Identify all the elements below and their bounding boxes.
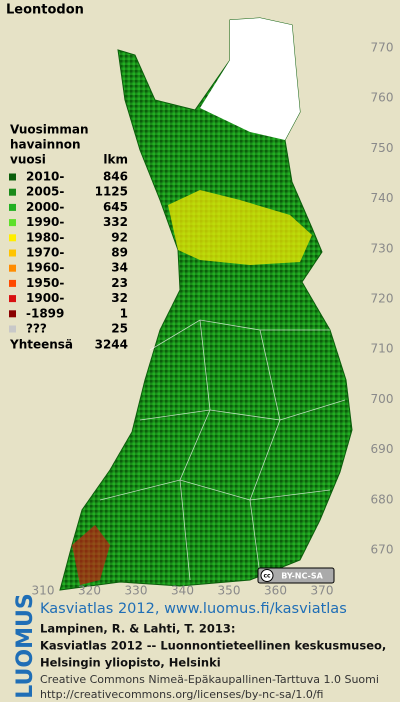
legend-count: 846 [103,170,128,184]
x-grid-label: 330 [125,584,148,598]
region-borders [99,319,346,581]
y-grid-label: 740 [371,191,394,205]
x-grid-label: 370 [311,584,334,598]
legend-count: 34 [111,261,128,275]
y-grid-label: 730 [371,241,394,255]
legend-count: 92 [111,230,128,244]
citation-line: Lampinen, R. & Lahti, T. 2013: [40,622,235,636]
legend-label: 1900- [26,291,64,305]
x-grid-label: 360 [264,584,287,598]
citation-line: Helsingin yliopisto, Helsinki [40,656,221,670]
license-url[interactable]: http://creativecommons.org/licenses/by-n… [40,688,323,701]
legend-label: ??? [26,322,47,336]
y-grid-label: 770 [371,41,394,55]
cc-text: BY-NC-SA [281,572,323,581]
legend-swatch [9,234,16,242]
y-grid-label: 750 [371,141,394,155]
legend-label: 1970- [26,246,64,260]
x-grid-label: 340 [171,584,194,598]
x-grid-label: 310 [32,584,55,598]
legend-label: 1960- [26,261,64,275]
legend-swatch [9,279,16,287]
legend-swatch [9,219,16,227]
legend-swatch [9,188,16,196]
legend-label: 1990- [26,215,64,229]
legend-heading: Vuosimman [10,123,89,137]
legend-swatch [9,295,16,303]
legend-total-label: Yhteensä [9,338,73,352]
legend-label: 1980- [26,230,64,244]
legend-heading: havainnon [10,138,81,152]
legend-count: 645 [103,200,128,214]
old-records-area [168,190,312,265]
no-data-area [200,18,300,140]
legend-total: 3244 [95,338,128,352]
y-grid-label: 690 [371,442,394,456]
legend-label: 2010- [26,170,64,184]
map-title: Leontodon [6,3,84,18]
legend-swatch [9,310,16,318]
legend-count: 32 [111,291,128,305]
y-grid-label: 680 [371,492,394,506]
legend-count: 1125 [95,185,128,199]
legend-count: 23 [111,276,128,290]
legend-label: 2000- [26,200,64,214]
legend-swatch [9,325,16,333]
legend-swatch [9,173,16,181]
legend-swatch [9,264,16,272]
grid-labels: 310 320 330 340 350 360 370 670 680 690 700 710 720 7… [32,41,394,598]
legend-label: -1899 [26,306,64,320]
footer-link[interactable]: Kasviatlas 2012, www.luomus.fi/kasviatla… [40,601,347,617]
y-grid-label: 670 [371,543,394,557]
y-grid-label: 720 [371,292,394,306]
legend-count: 332 [103,215,128,229]
x-grid-label: 320 [78,584,101,598]
finland-map [59,17,353,591]
legend-swatch [9,203,16,211]
legend-heading: vuosi [10,153,46,167]
x-grid-label: 350 [218,584,241,598]
brand: LUOMUS [13,593,38,698]
cc-badge: cc BY-NC-SA [257,567,335,584]
legend-label: 2005- [26,185,64,199]
legend-label: 1950- [26,276,64,290]
legend-swatch [9,249,16,257]
svg-text:cc: cc [263,573,271,580]
legend-count: 25 [111,322,128,336]
legend-count-heading: lkm [103,153,128,167]
legend-count: 1 [120,306,128,320]
license: Creative Commons Nimeä-Epäkaupallinen-Ta… [40,673,379,686]
citation-line: Kasviatlas 2012 -- Luonnontieteellinen k… [40,639,386,653]
y-grid-label: 700 [371,392,394,406]
sw-old-records [72,525,110,585]
y-grid-label: 760 [371,91,394,105]
legend-count: 89 [111,246,128,260]
y-grid-label: 710 [371,342,394,356]
